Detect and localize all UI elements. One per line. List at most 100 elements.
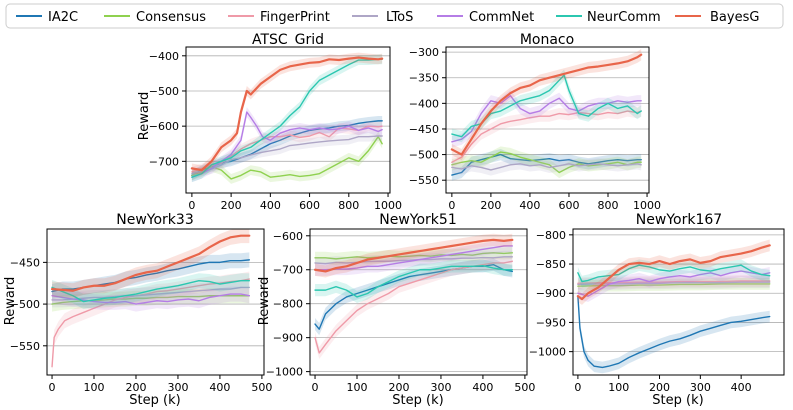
series-band-ltos — [52, 279, 250, 308]
x-tick-label: 300 — [690, 381, 711, 394]
series-band-fingerprint — [315, 255, 513, 360]
legend-entry: FingerPrint — [228, 10, 330, 25]
x-tick-label: 0 — [188, 199, 195, 212]
y-tick-label: −400 — [409, 97, 439, 110]
panel-title: ATSC_Grid — [252, 32, 324, 48]
y-tick-label: −550 — [10, 340, 40, 353]
x-tick-label: 100 — [84, 381, 105, 394]
legend-label: FingerPrint — [260, 10, 330, 25]
y-axis-label: Reward — [257, 277, 272, 325]
series-band-bayesg — [52, 229, 250, 299]
axes-frame — [185, 46, 391, 194]
axes-frame — [46, 228, 265, 376]
x-tick-label: 400 — [472, 381, 493, 394]
series-line-consensus — [451, 151, 642, 174]
y-tick-label: −800 — [536, 229, 566, 242]
series-line-commnet — [191, 111, 383, 178]
legend-entry: NeurComm — [556, 10, 661, 25]
series-line-commnet — [577, 270, 771, 297]
x-tick-label: 400 — [731, 381, 752, 394]
panel-atsc-grid: ATSC_Grid Reward −700 −600 −500 −400 0 200 400… — [137, 32, 402, 212]
series-line-commnet — [51, 293, 251, 305]
y-axis-label: Reward — [137, 92, 152, 140]
legend-label: BayesG — [710, 10, 759, 25]
series-line-consensus — [577, 283, 771, 287]
legend-label: IA2C — [48, 10, 78, 25]
plot-area: −700 −600 −500 −400 0 200 400 600 800 1000 — [149, 46, 402, 212]
plot-area: −550 −500 −450 −400 −350 −300 0 200 400 600 800 100… — [409, 46, 661, 212]
legend-entry: BayesG — [675, 10, 759, 25]
x-tick-label: 200 — [649, 381, 670, 394]
y-tick-label: −1000 — [266, 366, 303, 379]
series-band-bayesg — [451, 49, 642, 161]
y-tick-label: −900 — [536, 287, 566, 300]
y-tick-label: −500 — [149, 85, 179, 98]
series-line-ltos — [451, 163, 642, 171]
panel-newyork33: NewYork33 Reward Step (k) −550 −500 −450 0 1… — [3, 212, 272, 408]
x-tick-label: 300 — [167, 381, 188, 394]
legend-label: Consensus — [136, 10, 206, 25]
series-line-ia2c — [451, 153, 642, 176]
series-group — [50, 229, 251, 375]
series-band-ia2c — [451, 148, 642, 181]
series-band-ia2c — [315, 258, 513, 336]
y-tick-label: −450 — [409, 123, 439, 136]
plot-area: −550 −500 −450 0 100 200 300 400 500 — [10, 228, 272, 394]
y-tick-label: −900 — [273, 332, 303, 345]
series-group — [450, 49, 643, 181]
y-tick-label: −600 — [149, 120, 179, 133]
x-tick-label: 1000 — [633, 199, 661, 212]
y-tick-label: −400 — [149, 50, 179, 63]
x-tick-label: 0 — [448, 199, 455, 212]
panel-newyork51: NewYork51 Reward Step (k) −1000−900−800−… — [257, 212, 535, 408]
series-line-commnet — [314, 245, 514, 271]
series-group — [190, 52, 384, 184]
x-axis-label: Step (k) — [652, 393, 703, 408]
x-tick-label: 0 — [49, 381, 56, 394]
legend-label: CommNet — [469, 10, 534, 25]
series-line-fingerprint — [577, 280, 771, 285]
series-band-ia2c — [577, 290, 770, 374]
series-band-commnet — [577, 265, 770, 302]
y-tick-label: −600 — [273, 230, 303, 243]
series-band-neurcomm — [315, 259, 513, 304]
y-tick-label: −950 — [536, 316, 566, 329]
x-tick-label: 600 — [299, 199, 320, 212]
x-tick-label: 200 — [388, 381, 409, 394]
panel-title: NewYork33 — [116, 212, 193, 228]
x-tick-label: 100 — [608, 381, 629, 394]
legend: IA2C Consensus FingerPrint LToS CommNet … — [5, 3, 784, 29]
x-tick-label: 600 — [558, 199, 579, 212]
y-tick-label: −850 — [536, 258, 566, 271]
y-tick-label: −1000 — [529, 346, 566, 359]
series-line-bayesg — [190, 56, 384, 172]
y-tick-label: −550 — [409, 174, 439, 187]
panel-title: NewYork51 — [379, 212, 456, 228]
x-tick-label: 800 — [338, 199, 359, 212]
x-tick-label: 400 — [209, 381, 230, 394]
x-tick-label: 1000 — [374, 199, 402, 212]
x-tick-label: 100 — [347, 381, 368, 394]
y-tick-label: −300 — [409, 46, 439, 59]
series-line-ia2c — [577, 295, 771, 369]
series-line-ltos — [51, 286, 251, 301]
axes-frame — [445, 46, 650, 194]
x-tick-label: 400 — [519, 199, 540, 212]
y-tick-label: −450 — [10, 256, 40, 269]
series-line-bayesg — [576, 244, 771, 301]
y-tick-label: −500 — [10, 298, 40, 311]
x-tick-label: 400 — [260, 199, 281, 212]
panel-monaco: Monaco −550 −500 −450 −400 −350 −300 0 200 400 60… — [409, 32, 661, 212]
x-tick-label: 200 — [221, 199, 242, 212]
series-line-neurcomm — [191, 58, 383, 178]
panel-title: NewYork167 — [636, 212, 722, 228]
x-tick-label: 800 — [598, 199, 619, 212]
x-tick-label: 300 — [430, 381, 451, 394]
x-tick-label: 0 — [574, 381, 581, 394]
y-axis-label: Reward — [3, 277, 18, 325]
x-tick-label: 200 — [480, 199, 501, 212]
series-band-ltos — [191, 131, 383, 179]
legend-entry: CommNet — [437, 10, 534, 25]
series-group — [313, 233, 514, 360]
